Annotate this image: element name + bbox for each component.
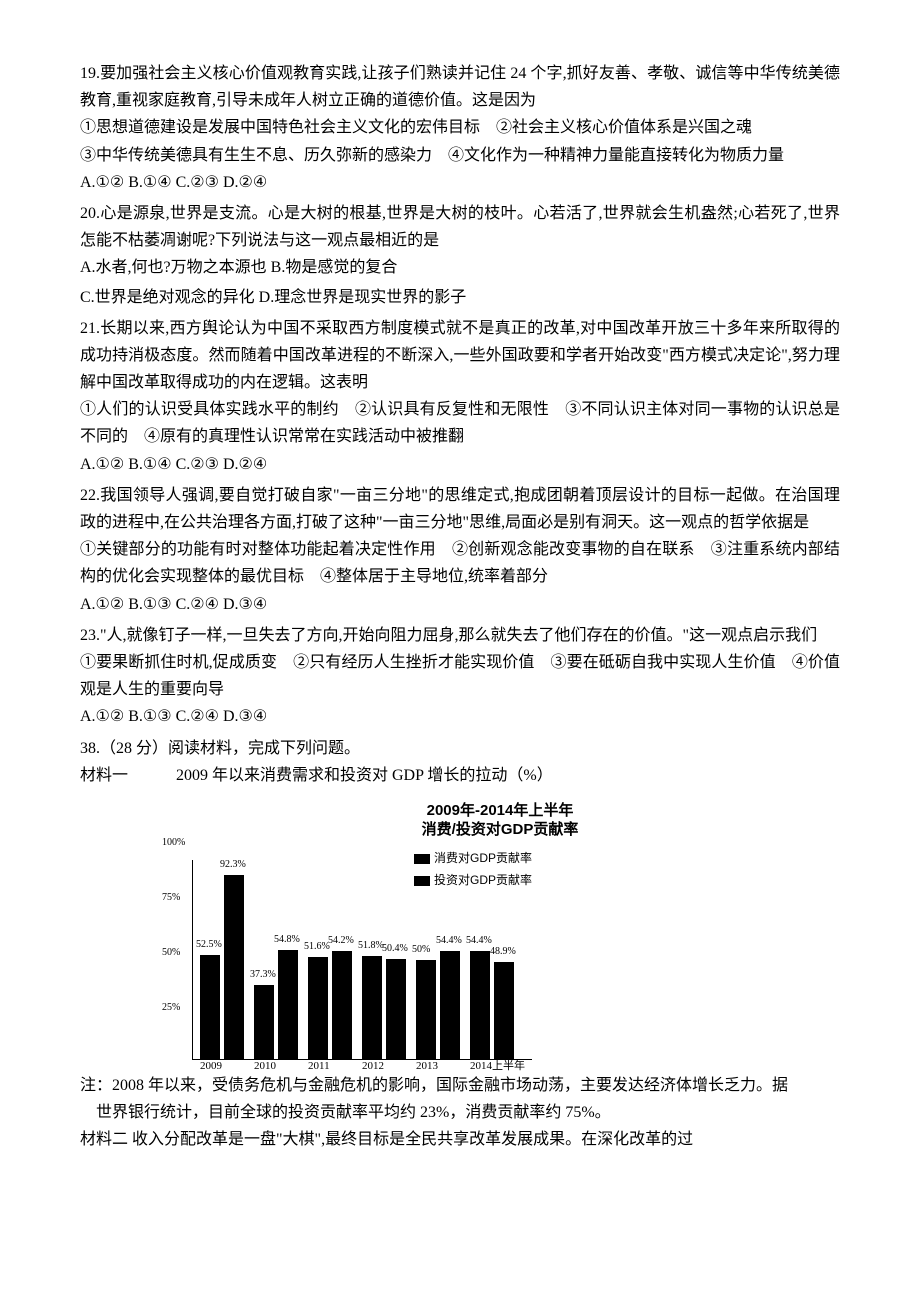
question-21: 21.长期以来,西方舆论认为中国不采取西方制度模式就不是真正的改革,对中国改革开… [80, 315, 840, 478]
chart-title-line1: 2009年-2014年上半年 [160, 801, 840, 821]
x-tick-label: 2014上半年 [470, 1057, 525, 1076]
bar-investment-label: 54.4% [436, 932, 462, 949]
chart-title-line2: 消费/投资对GDP贡献率 [160, 820, 840, 840]
bar-investment [494, 962, 514, 1060]
q21-items: ①人们的认识受具体实践水平的制约 ②认识具有反复性和无限性 ③不同认识主体对同一… [80, 396, 840, 450]
q23-stem: 23."人,就像钉子一样,一旦失去了方向,开始向阻力屈身,那么就失去了他们存在的… [80, 622, 840, 649]
x-tick-label: 2010 [254, 1057, 276, 1076]
bar-investment-label: 54.8% [274, 931, 300, 948]
y-tick-label: 75% [162, 889, 180, 906]
q38-material1-label: 材料一 2009 年以来消费需求和投资对 GDP 增长的拉动（%） [80, 762, 840, 789]
bar-investment [332, 951, 352, 1059]
q22-options: A.①② B.①③ C.②④ D.③④ [80, 591, 840, 618]
bar-consumption-label: 51.8% [358, 937, 384, 954]
q20-options-cd: C.世界是绝对观念的异化 D.理念世界是现实世界的影子 [80, 284, 840, 311]
bar-investment-label: 48.9% [490, 943, 516, 960]
bar-consumption [416, 960, 436, 1060]
bar-investment [386, 959, 406, 1060]
question-23: 23."人,就像钉子一样,一旦失去了方向,开始向阻力屈身,那么就失去了他们存在的… [80, 622, 840, 731]
bar-investment [278, 950, 298, 1060]
question-22: 22.我国领导人强调,要自觉打破自家"一亩三分地"的思维定式,抱成团朝着顶层设计… [80, 482, 840, 618]
x-tick-label: 2009 [200, 1057, 222, 1076]
q38-material2: 材料二 收入分配改革是一盘"大棋",最终目标是全民共享改革发展成果。在深化改革的… [80, 1126, 840, 1153]
question-38: 38.（28 分）阅读材料，完成下列问题。 材料一 2009 年以来消费需求和投… [80, 735, 840, 1154]
q38-head: 38.（28 分）阅读材料，完成下列问题。 [80, 735, 840, 762]
q23-options: A.①② B.①③ C.②④ D.③④ [80, 703, 840, 730]
q38-note-1: 注：2008 年以来，受债务危机与金融危机的影响，国际金融市场动荡，主要发达经济… [80, 1072, 840, 1099]
bar-investment-label: 54.2% [328, 932, 354, 949]
y-tick-label: 25% [162, 999, 180, 1016]
bar-consumption-label: 37.3% [250, 966, 276, 983]
q19-items-1: ①思想道德建设是发展中国特色社会主义文化的宏伟目标 ②社会主义核心价值体系是兴国… [80, 114, 840, 141]
x-tick-label: 2012 [362, 1057, 384, 1076]
q19-items-2: ③中华传统美德具有生生不息、历久弥新的感染力 ④文化作为一种精神力量能直接转化为… [80, 142, 840, 169]
question-20: 20.心是源泉,世界是支流。心是大树的根基,世界是大树的枝叶。心若活了,世界就会… [80, 200, 840, 311]
x-tick-label: 2011 [308, 1057, 330, 1076]
bar-investment [224, 875, 244, 1060]
q20-options-ab: A.水者,何也?万物之本源也 B.物是感觉的复合 [80, 254, 840, 281]
legend-consumption: 消费对GDP贡献率 [414, 848, 532, 868]
gdp-contribution-chart: 2009年-2014年上半年 消费/投资对GDP贡献率 100% 75% 50% 25… [160, 801, 840, 1060]
bar-consumption [362, 956, 382, 1060]
q21-stem: 21.长期以来,西方舆论认为中国不采取西方制度模式就不是真正的改革,对中国改革开… [80, 315, 840, 397]
bar-investment-label: 92.3% [220, 856, 246, 873]
bar-consumption-label: 51.6% [304, 938, 330, 955]
bar-consumption-label: 54.4% [466, 932, 492, 949]
y-tick-label: 50% [162, 944, 180, 961]
q22-stem: 22.我国领导人强调,要自觉打破自家"一亩三分地"的思维定式,抱成团朝着顶层设计… [80, 482, 840, 536]
bar-consumption-label: 50% [412, 941, 430, 958]
chart-legend: 消费对GDP贡献率投资对GDP贡献率 [414, 848, 532, 893]
bar-consumption [308, 957, 328, 1060]
q19-options: A.①② B.①④ C.②③ D.②④ [80, 169, 840, 196]
bar-consumption [254, 985, 274, 1060]
bar-consumption [470, 951, 490, 1060]
legend-consumption-label: 消费对GDP贡献率 [434, 851, 532, 865]
x-tick-label: 2013 [416, 1057, 438, 1076]
legend-investment-label: 投资对GDP贡献率 [434, 873, 532, 887]
bar-consumption-label: 52.5% [196, 936, 222, 953]
q21-options: A.①② B.①④ C.②③ D.②④ [80, 451, 840, 478]
q20-stem: 20.心是源泉,世界是支流。心是大树的根基,世界是大树的枝叶。心若活了,世界就会… [80, 200, 840, 254]
legend-investment: 投资对GDP贡献率 [414, 870, 532, 890]
question-19: 19.要加强社会主义核心价值观教育实践,让孩子们熟读并记住 24 个字,抓好友善… [80, 60, 840, 196]
q19-stem: 19.要加强社会主义核心价值观教育实践,让孩子们熟读并记住 24 个字,抓好友善… [80, 60, 840, 114]
q23-items: ①要果断抓住时机,促成质变 ②只有经历人生挫折才能实现价值 ③要在砥砺自我中实现… [80, 649, 840, 703]
bar-consumption [200, 955, 220, 1060]
bar-investment-label: 50.4% [382, 940, 408, 957]
y-axis [192, 860, 193, 1060]
bar-investment [440, 951, 460, 1060]
q38-note-2: 世界银行统计，目前全球的投资贡献率平均约 23%，消费贡献率约 75%。 [80, 1099, 840, 1126]
q22-items: ①关键部分的功能有时对整体功能起着决定性作用 ②创新观念能改变事物的自在联系 ③… [80, 536, 840, 590]
chart-plot-area: 100%75%50%25%消费对GDP贡献率投资对GDP贡献率52.5%92.3… [160, 840, 532, 1060]
y-tick-label: 100% [162, 834, 185, 851]
